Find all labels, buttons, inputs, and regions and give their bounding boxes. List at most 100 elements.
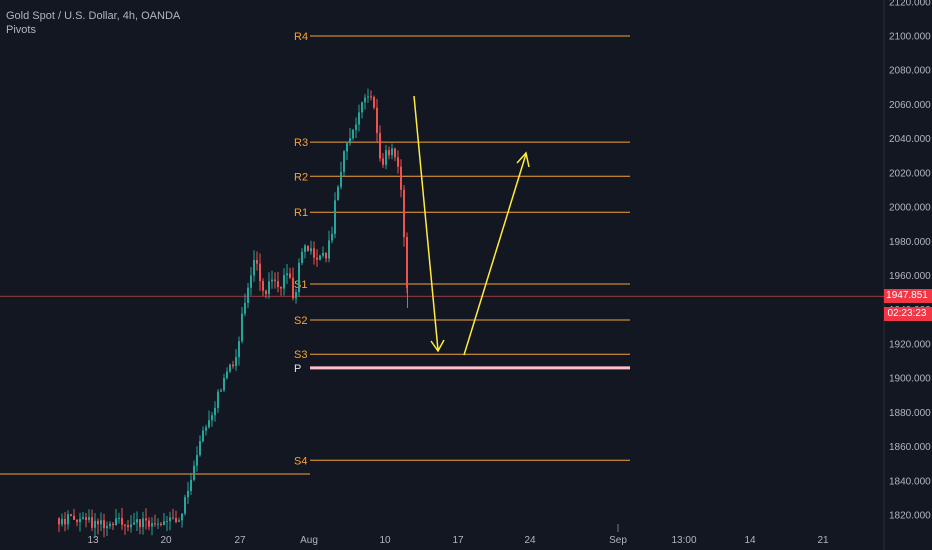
candle-body <box>109 523 111 527</box>
candle-body <box>79 518 81 523</box>
indicator-name[interactable]: Pivots <box>6 24 36 36</box>
candle-body <box>58 518 60 525</box>
candle-body <box>148 520 150 527</box>
candle-body <box>94 520 96 528</box>
candle-body <box>205 427 207 431</box>
candle-body <box>253 259 255 276</box>
candle-body <box>337 186 339 201</box>
candle-body <box>319 255 321 260</box>
pivot-label-s2: S2 <box>294 315 307 327</box>
time-tick-label: 17 <box>452 535 464 546</box>
price-tick-label: 2120.000 <box>889 0 931 8</box>
candle-body <box>184 497 186 514</box>
candle-body <box>322 252 324 256</box>
pivot-label-r4: R4 <box>294 31 308 43</box>
time-tick-label: 13:00 <box>671 535 696 546</box>
pivot-label-p: P <box>294 363 301 375</box>
current-price-tag-bg <box>884 289 932 303</box>
countdown-tag-bg <box>884 307 932 321</box>
candle-body <box>400 166 402 190</box>
candle-body <box>199 441 201 456</box>
candle-body <box>124 524 126 526</box>
candle-body <box>142 518 144 528</box>
candle-body <box>307 245 309 252</box>
pivot-label-r2: R2 <box>294 171 308 183</box>
time-tick-label: 10 <box>379 535 391 546</box>
candle-body <box>229 364 231 372</box>
candle-body <box>292 277 294 299</box>
candle-body <box>100 520 102 525</box>
candle-body <box>367 96 369 98</box>
candle-body <box>283 275 285 289</box>
candle-body <box>295 292 297 299</box>
candle-body <box>361 102 363 113</box>
price-tick-label: 1860.000 <box>889 442 931 453</box>
candle-body <box>190 479 192 491</box>
candle-body <box>193 465 195 480</box>
candle-body <box>97 520 99 525</box>
down-arrow-shaft <box>413 95 439 351</box>
candle-body <box>250 275 252 288</box>
price-tick-label: 1880.000 <box>889 408 931 419</box>
up-arrow-shaft <box>463 153 527 356</box>
candle-body <box>397 157 399 167</box>
candle-body <box>349 138 351 144</box>
candle-body <box>226 371 228 379</box>
candle-body <box>73 515 75 520</box>
time-tick-label: 13 <box>87 535 99 546</box>
candle-body <box>163 521 165 525</box>
price-tick-label: 2000.000 <box>889 203 931 214</box>
candle-body <box>232 364 234 367</box>
candle-body <box>343 151 345 172</box>
candle-body <box>316 257 318 260</box>
candle-body <box>274 279 276 282</box>
candle-body <box>382 158 384 165</box>
candle-body <box>298 262 300 293</box>
candle-body <box>271 279 273 282</box>
candle-body <box>61 519 63 525</box>
candle-body <box>235 357 237 367</box>
pivot-label-s4: S4 <box>294 455 307 467</box>
candle-body <box>391 148 393 156</box>
candle-body <box>91 517 93 528</box>
candle-body <box>202 430 204 442</box>
candle-body <box>340 171 342 187</box>
candle-body <box>67 514 69 525</box>
candle-body <box>166 521 168 523</box>
candle-body <box>331 233 333 241</box>
current-price-tag: 1947.851 <box>886 290 928 301</box>
candle-body <box>277 281 279 287</box>
time-tick-label: 24 <box>524 535 536 546</box>
candle-body <box>217 391 219 408</box>
time-tick-label: 21 <box>817 535 829 546</box>
time-tick-label: 27 <box>234 535 246 546</box>
candle-body <box>394 148 396 158</box>
candle-body <box>82 517 84 519</box>
candle-body <box>112 523 114 526</box>
candle-body <box>178 520 180 522</box>
candle-body <box>118 518 120 520</box>
price-tick-label: 2020.000 <box>889 168 931 179</box>
price-tick-label: 1900.000 <box>889 374 931 385</box>
candle-body <box>214 407 216 416</box>
candle-body <box>262 281 264 291</box>
candle-body <box>301 251 303 263</box>
price-tick-label: 2060.000 <box>889 100 931 111</box>
candle-body <box>376 107 378 134</box>
symbol-title[interactable]: Gold Spot / U.S. Dollar, 4h, OANDA <box>6 10 181 22</box>
candle-body <box>259 263 261 282</box>
down-arrow-head <box>430 339 445 353</box>
candle-body <box>136 519 138 523</box>
candle-body <box>115 518 117 526</box>
price-tick-label: 2100.000 <box>889 32 931 43</box>
candle-body <box>139 519 141 528</box>
candle-body <box>157 523 159 525</box>
candle-body <box>304 245 306 252</box>
candle-body <box>388 150 390 156</box>
pivot-label-r3: R3 <box>294 137 308 149</box>
candle-body <box>121 518 123 525</box>
candle-body <box>85 517 87 520</box>
price-tick-label: 2080.000 <box>889 66 931 77</box>
candle-body <box>64 519 66 525</box>
